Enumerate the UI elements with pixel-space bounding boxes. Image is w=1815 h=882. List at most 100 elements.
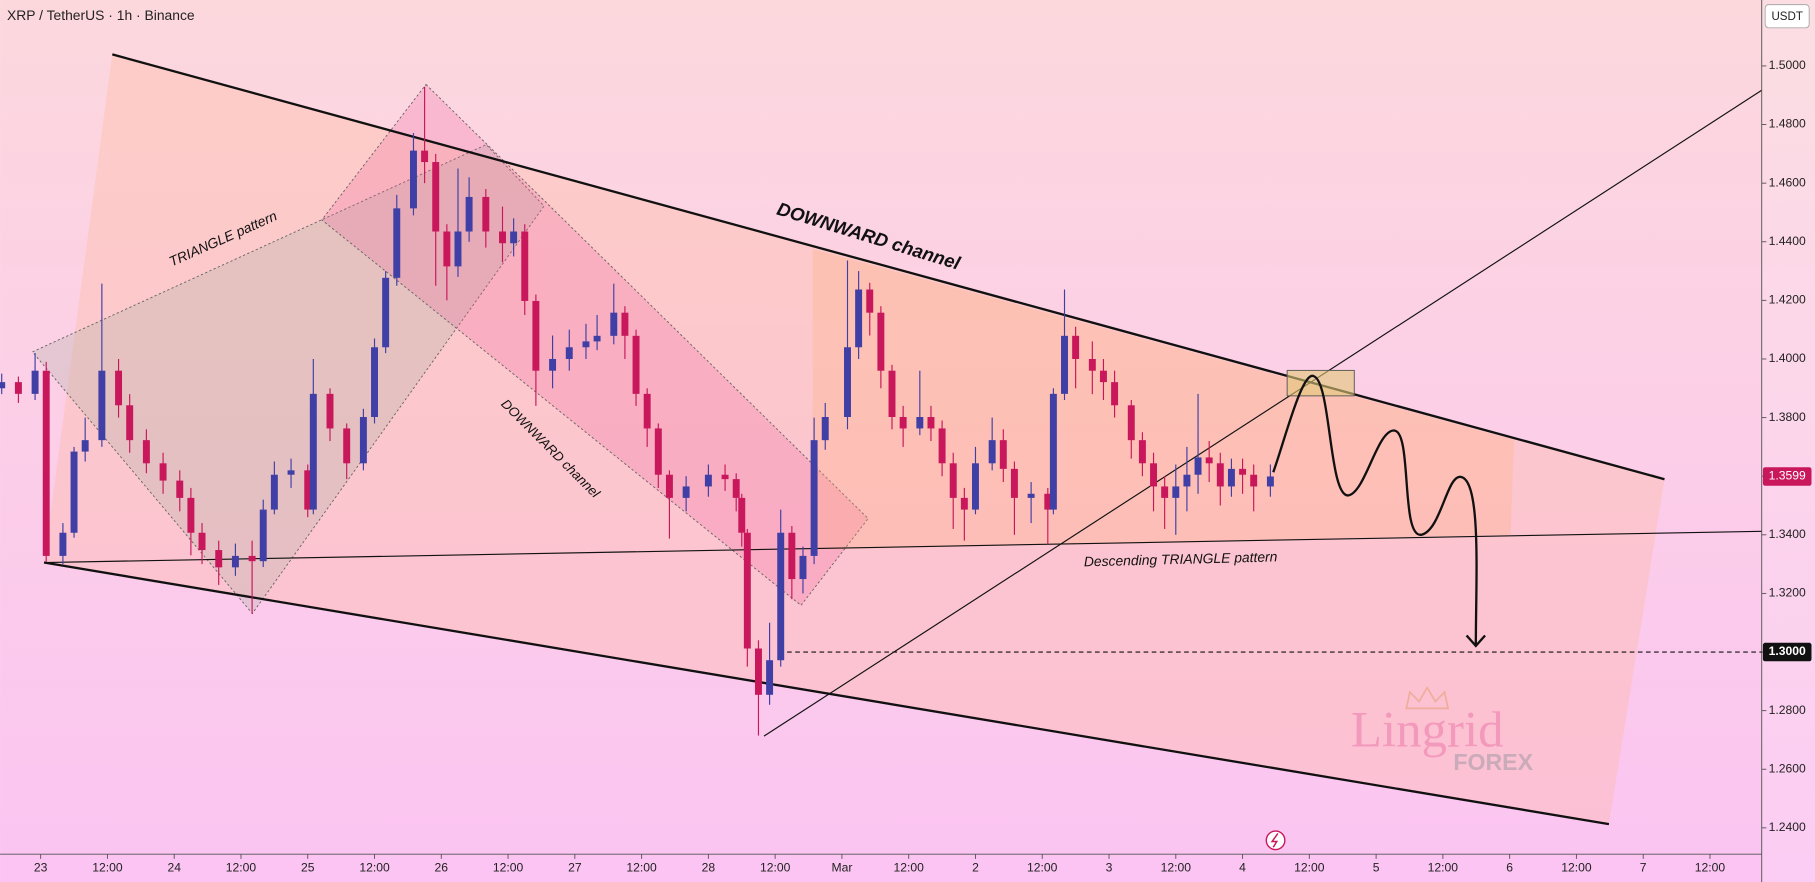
candle-body <box>582 341 590 348</box>
candle-body <box>777 532 785 661</box>
candle-body <box>810 440 818 556</box>
last-price-bg <box>1762 467 1812 486</box>
candle-body <box>610 312 618 336</box>
candle-body <box>126 405 134 441</box>
candle-body <box>549 358 557 371</box>
candle-body <box>309 393 317 510</box>
triangle-zone <box>31 144 545 615</box>
x-tick-label: 26 <box>435 860 449 874</box>
candle-body <box>855 289 863 348</box>
candle-body <box>899 417 907 429</box>
candle-body <box>565 347 573 359</box>
last-price-label: 1.3599 <box>1769 469 1806 483</box>
candle-body <box>1072 335 1080 359</box>
trend-line <box>112 53 1665 481</box>
candle-body <box>443 231 451 267</box>
candle-body <box>960 497 968 510</box>
candle-body <box>198 532 206 551</box>
candle-body <box>421 150 429 163</box>
x-tick-label: 7 <box>1640 860 1647 874</box>
candle-body <box>916 417 924 429</box>
candle-body <box>70 451 78 533</box>
trend-line <box>43 561 1610 826</box>
candle-body <box>888 370 896 418</box>
candle-body <box>1227 468 1235 487</box>
candle-body <box>371 347 378 418</box>
x-tick-label: 25 <box>301 860 315 874</box>
candles <box>0 86 1274 736</box>
x-tick-label: 12:00 <box>1161 860 1192 874</box>
candle-body <box>1239 468 1247 475</box>
x-tick-label: 4 <box>1239 860 1246 874</box>
candle-body <box>510 231 518 244</box>
candle-body <box>270 474 278 510</box>
chart-title: XRP / TetherUS · 1h · Binance <box>7 7 195 23</box>
y-tick-label: 1.3400 <box>1769 527 1806 541</box>
candle-body <box>654 428 662 475</box>
candle-body <box>799 555 807 580</box>
candle-body <box>972 463 979 510</box>
candle-body <box>766 660 774 695</box>
y-tick-label: 1.2400 <box>1769 820 1806 834</box>
candle-body <box>821 417 829 441</box>
y-tick-label: 1.2800 <box>1769 703 1806 717</box>
candle-body <box>359 417 367 464</box>
annotation: Descending TRIANGLE pattern <box>1084 548 1278 569</box>
y-tick-label: 1.4400 <box>1769 234 1806 248</box>
y-tick-label: 1.5000 <box>1769 58 1806 72</box>
candle-body <box>521 231 529 301</box>
candle-body <box>1266 476 1274 487</box>
x-tick-label: 12:00 <box>1294 860 1325 874</box>
candle-body <box>215 550 223 568</box>
x-tick-label: 6 <box>1506 860 1513 874</box>
candle-body <box>593 335 601 342</box>
event-icon-bolt <box>1270 832 1279 848</box>
x-tick-label: 12:00 <box>359 860 390 874</box>
x-tick-label: 12:00 <box>626 860 657 874</box>
candle-body <box>1010 468 1018 498</box>
candle-body <box>14 382 22 394</box>
projection-path <box>1272 375 1486 648</box>
x-tick-label: 12:00 <box>1695 860 1726 874</box>
candle-body <box>682 486 690 498</box>
y-tick-label: 1.3200 <box>1769 586 1806 600</box>
candle-body <box>304 470 312 510</box>
event-icon[interactable] <box>1265 830 1286 851</box>
candle-body <box>1061 335 1068 394</box>
unit-badge[interactable] <box>1764 4 1810 29</box>
x-tick-label: 12:00 <box>92 860 123 874</box>
x-tick-label: 12:00 <box>760 860 791 874</box>
x-tick-label: Mar <box>831 860 852 874</box>
candle-body <box>743 532 751 649</box>
y-tick-label: 1.2600 <box>1769 761 1806 775</box>
candle-body <box>287 470 295 475</box>
candle-body <box>482 196 490 232</box>
candle-body <box>999 440 1007 469</box>
candle-body <box>788 532 796 580</box>
candle-body <box>866 289 874 313</box>
candle-body <box>382 277 390 348</box>
candle-body <box>59 532 67 556</box>
rising-line <box>763 89 1763 737</box>
candle-body <box>1027 493 1035 498</box>
candle-body <box>142 440 150 464</box>
candle-body <box>754 648 762 695</box>
candle-body <box>187 497 195 533</box>
candle-body <box>248 555 256 562</box>
candle-body <box>231 555 239 568</box>
candle-body <box>343 428 351 464</box>
x-tick-label: 27 <box>568 860 582 874</box>
candle-body <box>499 231 506 244</box>
candle-body <box>159 463 167 481</box>
y-unit: USDT <box>1771 11 1802 23</box>
y-tick-label: 1.4200 <box>1769 293 1806 307</box>
target-label-bg <box>1762 642 1812 662</box>
x-tick-label: 12:00 <box>226 860 257 874</box>
candle-body <box>176 480 184 498</box>
x-tick-label: 12:00 <box>1561 860 1592 874</box>
candle-body <box>938 428 946 464</box>
watermark: Lingrid <box>1351 703 1504 759</box>
candle-body <box>1111 382 1119 406</box>
candle-body <box>877 312 885 371</box>
